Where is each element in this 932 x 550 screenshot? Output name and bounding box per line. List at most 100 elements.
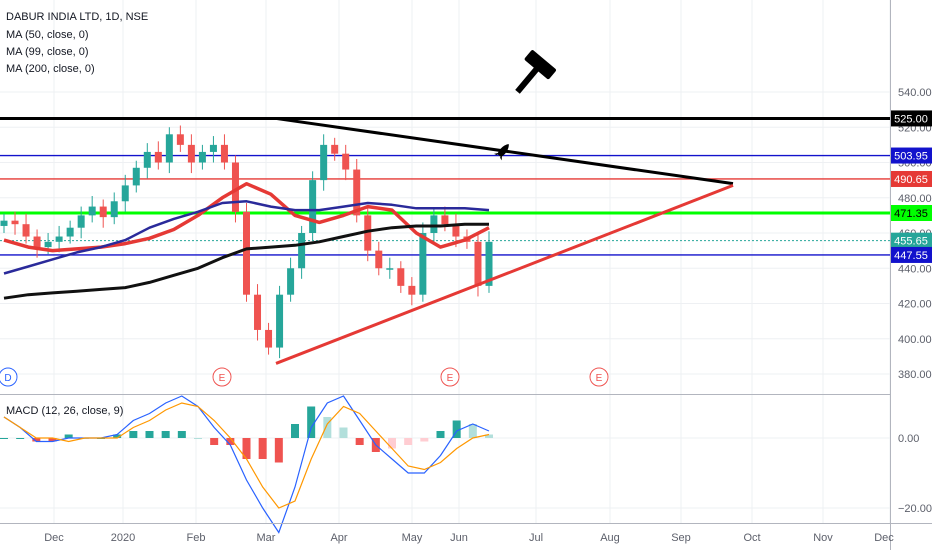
price-tick-label: 380.00 <box>898 369 932 381</box>
event-marker-label: E <box>596 373 603 384</box>
time-tick-label: 2020 <box>111 532 135 544</box>
candle-body <box>386 268 394 270</box>
time-tick-label: Aug <box>600 532 620 544</box>
candle-body <box>99 206 107 218</box>
macd-axis[interactable]: −20.00 0.00 <box>898 433 932 515</box>
macd-tick-label: 0.00 <box>898 433 919 445</box>
gavel-icon[interactable] <box>505 49 557 102</box>
candle-body <box>364 215 372 251</box>
time-tick-label: Dec <box>874 532 894 544</box>
price-label-box <box>891 147 932 164</box>
candlesticks <box>0 125 493 359</box>
macd-histogram-bar <box>307 406 316 438</box>
macd-histogram-bar <box>242 438 251 459</box>
candle-body <box>0 220 8 226</box>
candle-body <box>441 215 449 225</box>
price-label-text: 525.00 <box>894 113 928 125</box>
trendline-lower <box>275 184 734 365</box>
candle-body <box>231 162 239 212</box>
time-tick-label: Sep <box>671 532 691 544</box>
candle-body <box>309 180 317 233</box>
price-label-box <box>891 110 932 127</box>
macd-histogram-bar <box>48 438 57 442</box>
horizontal-levels[interactable] <box>0 116 890 256</box>
price-label-text: 455.65 <box>894 236 928 248</box>
macd-histogram-bar <box>210 438 219 445</box>
macd-histogram-bar <box>452 420 461 438</box>
candle-body <box>298 233 306 269</box>
price-label-box <box>891 232 932 249</box>
macd-histogram-bar <box>323 417 332 438</box>
candle-body <box>452 224 460 237</box>
macd-histogram-bar <box>485 434 493 438</box>
time-tick-label: Oct <box>743 532 760 544</box>
event-marker-label: D <box>4 373 11 384</box>
macd-histogram-bar <box>194 438 202 439</box>
legend: DABUR INDIA LTD, 1D, NSE MA (50, close, … <box>6 11 148 417</box>
price-label: 455.65 <box>891 232 932 249</box>
macd-histogram-bar <box>404 438 413 445</box>
candle-body <box>165 134 173 163</box>
time-tick-label: May <box>402 532 423 544</box>
price-tick-label: 540.00 <box>898 87 932 99</box>
candle-body <box>265 329 273 348</box>
candle-body <box>66 227 74 237</box>
candle-body <box>33 236 41 248</box>
candle-body <box>55 236 63 242</box>
event-marker-circle <box>0 367 18 387</box>
price-label: 471.35 <box>891 204 932 221</box>
candle-body <box>143 151 151 168</box>
candle-body <box>220 144 228 163</box>
price-label-text: 447.55 <box>894 250 928 262</box>
price-label-text: 490.65 <box>894 174 928 186</box>
macd-histogram-bar <box>420 438 429 442</box>
price-tick-label: 480.00 <box>898 193 932 205</box>
candle-body <box>243 211 250 295</box>
candle-body <box>419 233 427 295</box>
rocket-icon[interactable] <box>494 141 513 161</box>
price-label: 490.65 <box>891 170 932 187</box>
price-label-box <box>891 170 932 187</box>
candle-body <box>353 169 361 216</box>
event-marker-circle <box>212 367 232 387</box>
candle-body <box>187 144 195 163</box>
event-marker: E <box>589 367 609 387</box>
candle-body <box>485 241 493 286</box>
macd-legend: MACD (12, 26, close, 9) <box>6 405 123 417</box>
time-tick-label: Jul <box>529 532 543 544</box>
candle-body <box>154 151 162 163</box>
annotation-icons[interactable] <box>494 49 557 161</box>
candle-body <box>254 294 262 330</box>
price-label: 525.00 <box>891 110 932 127</box>
macd-histogram-bar <box>0 438 8 439</box>
event-marker-circle <box>440 367 460 387</box>
price-tick-label: 440.00 <box>898 263 932 275</box>
macd-histogram-bar <box>274 438 283 463</box>
macd-tick-label: −20.00 <box>898 503 932 515</box>
time-tick-label: Nov <box>813 532 833 544</box>
event-marker: E <box>440 367 460 387</box>
candle-body <box>287 268 295 295</box>
macd-histogram-bar <box>226 438 235 445</box>
candle-body <box>22 224 30 237</box>
candle-body <box>77 215 85 228</box>
macd-histogram-bar <box>129 431 138 438</box>
event-marker-label: E <box>447 373 454 384</box>
ma99-legend: MA (99, close, 0) <box>6 46 89 58</box>
ma-line-2 <box>3 200 490 275</box>
macd-histogram-bar <box>16 438 25 439</box>
ma-line-3 <box>3 222 489 300</box>
macd-histogram-bar <box>32 438 41 442</box>
price-labels[interactable]: 525.00 503.95 490.65 471.35 455.65 447.55 <box>891 110 932 263</box>
time-axis[interactable]: Dec 2020 Feb Mar Apr May Jun Jul Aug Sep Oct Nov Dec <box>44 532 894 544</box>
signal-line <box>3 402 490 509</box>
candle-body <box>342 153 350 170</box>
grid <box>0 0 891 523</box>
price-label: 447.55 <box>891 246 932 263</box>
candle-body <box>132 167 140 186</box>
candle-body <box>276 294 284 348</box>
price-label-box <box>891 204 932 221</box>
candle-body <box>176 134 184 145</box>
